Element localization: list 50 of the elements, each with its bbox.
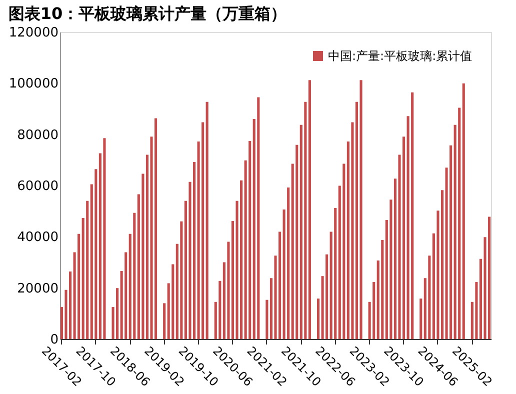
bar (334, 208, 337, 339)
bar (411, 92, 414, 339)
bar (172, 264, 174, 339)
bar (308, 80, 311, 339)
bar (266, 300, 268, 339)
bar (381, 240, 384, 339)
bar (192, 162, 196, 339)
y-tick-label: 60000 (17, 179, 58, 194)
bar (86, 200, 89, 339)
bar (142, 174, 144, 339)
bar (458, 108, 461, 339)
y-tick-label: 0 (50, 332, 58, 348)
bar (402, 136, 406, 339)
bar (278, 232, 282, 339)
bar (94, 169, 98, 339)
bar (304, 102, 307, 339)
bar (316, 298, 320, 339)
y-tick-label: 20000 (17, 281, 58, 296)
legend-label: 中国:产量:平板玻璃:累计值 (328, 49, 472, 63)
bar (257, 97, 260, 339)
bar (133, 212, 136, 339)
bar (202, 122, 204, 339)
bar (287, 188, 290, 339)
bar (342, 164, 346, 339)
bar (154, 118, 158, 339)
bar (124, 252, 128, 339)
bar (78, 234, 80, 339)
bar (227, 242, 230, 339)
bar (475, 282, 478, 339)
y-tick-label: 120000 (8, 26, 58, 40)
bar (206, 102, 208, 339)
bar (218, 280, 222, 339)
bar (103, 138, 106, 339)
bar (326, 254, 328, 339)
bar (390, 200, 392, 339)
bar (351, 122, 354, 339)
bar (296, 144, 298, 339)
chart-title: 图表10：平板玻璃累计产量（万重箱） (8, 4, 287, 23)
bar (462, 83, 465, 339)
y-tick-label: 40000 (17, 230, 58, 246)
bar (163, 303, 166, 339)
bar (420, 298, 422, 339)
bar (428, 256, 431, 339)
y-tick-label: 80000 (17, 128, 58, 143)
bar (68, 271, 72, 339)
bar (248, 140, 252, 339)
bar (360, 80, 362, 339)
y-tick-label: 100000 (8, 76, 58, 92)
bar (180, 221, 183, 339)
bar (372, 282, 376, 339)
